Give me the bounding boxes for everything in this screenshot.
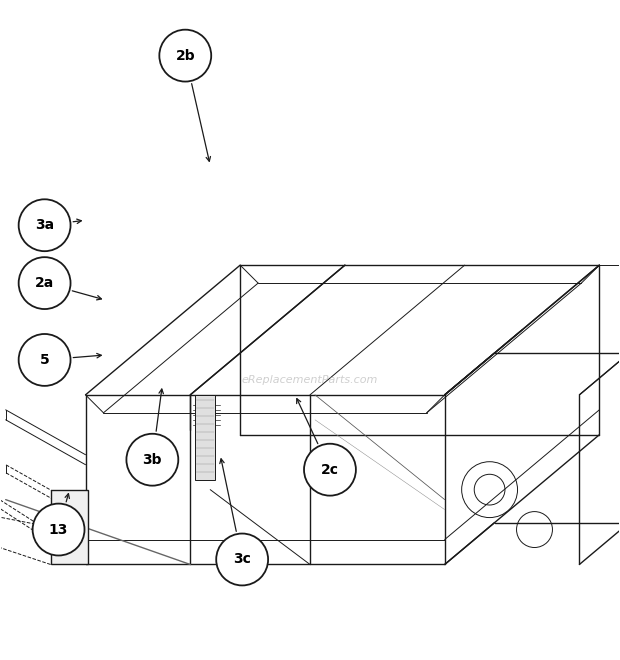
Circle shape <box>304 444 356 496</box>
Circle shape <box>216 533 268 585</box>
Text: 2b: 2b <box>175 49 195 63</box>
Polygon shape <box>195 395 215 480</box>
Circle shape <box>126 434 179 486</box>
Polygon shape <box>51 490 89 564</box>
Text: 3b: 3b <box>143 453 162 467</box>
Circle shape <box>33 504 84 556</box>
Text: 13: 13 <box>49 523 68 537</box>
Circle shape <box>159 30 211 82</box>
Text: eReplacementParts.com: eReplacementParts.com <box>242 375 378 385</box>
Text: 2c: 2c <box>321 463 339 477</box>
Text: 3a: 3a <box>35 218 54 232</box>
Text: 5: 5 <box>40 353 50 367</box>
Text: 3c: 3c <box>233 552 251 566</box>
Text: 2a: 2a <box>35 276 54 290</box>
Circle shape <box>19 199 71 251</box>
Circle shape <box>19 334 71 386</box>
Circle shape <box>19 257 71 309</box>
